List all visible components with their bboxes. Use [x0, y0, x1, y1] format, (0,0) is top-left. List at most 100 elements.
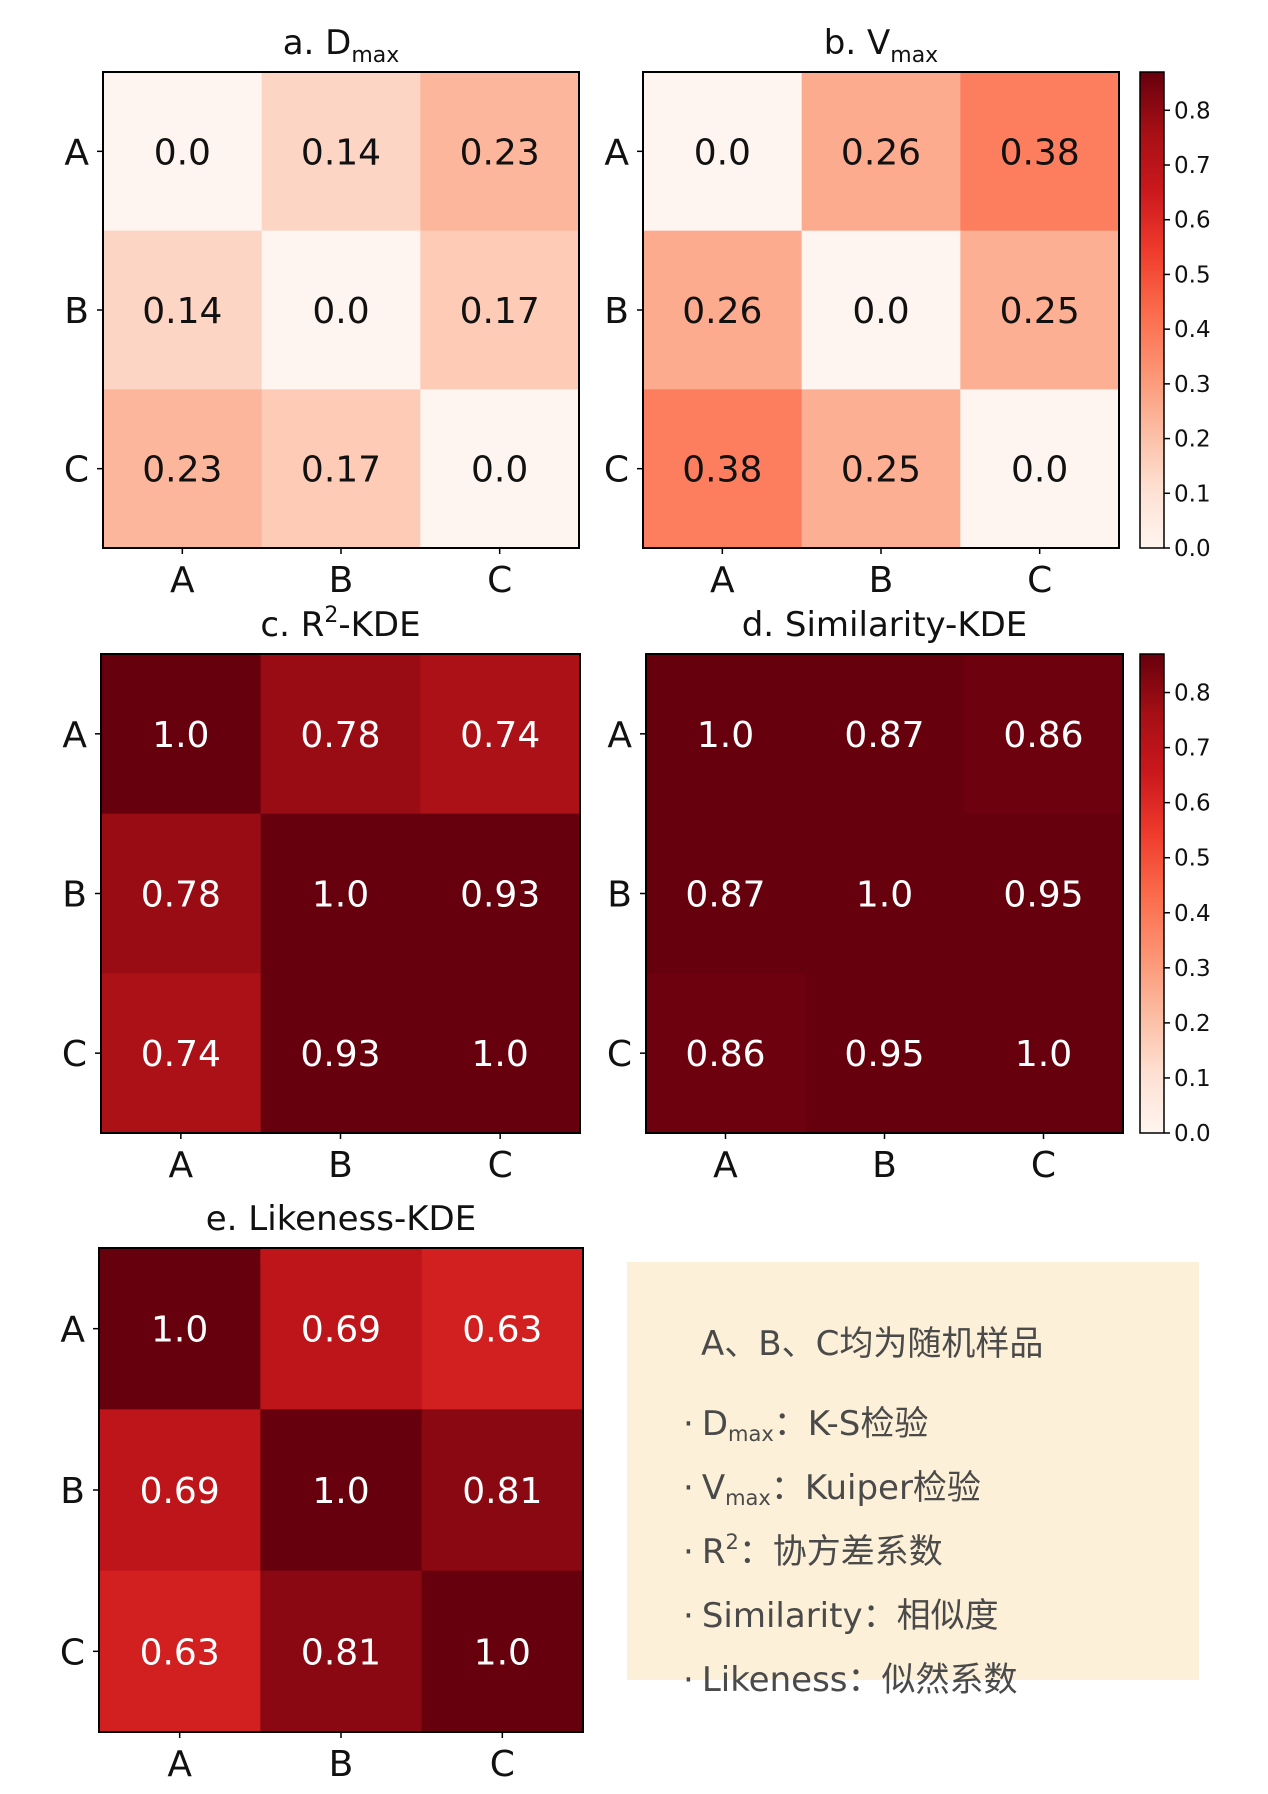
colorbar-tick-label: 0.3 [1174, 956, 1211, 982]
heatmap-cell-label: 0.38 [682, 450, 762, 491]
heatmap-cell [805, 813, 965, 974]
heatmap-cell [643, 389, 803, 549]
x-tick-label: A [167, 1744, 192, 1785]
heatmap-cell-label: 0.93 [300, 1034, 380, 1075]
heatmap-cell [960, 389, 1120, 549]
x-tick-label: B [329, 560, 354, 601]
heatmap-cell-label: 1.0 [152, 715, 209, 756]
colorbar-gradient [1139, 653, 1165, 1134]
heatmap-cell [643, 230, 803, 390]
heatmap-cell-label: 0.93 [460, 875, 540, 916]
x-tick-label: B [872, 1145, 897, 1186]
colorbar-tick-label: 0.0 [1174, 536, 1211, 562]
heatmap-cell-label: 1.0 [472, 1034, 529, 1075]
heatmap-cell-label: 0.95 [844, 1034, 924, 1075]
colorbar-tick-label: 0.5 [1174, 846, 1211, 872]
heatmap-cell [261, 72, 421, 232]
legend-item-similarity: · Similarity：相似度 [683, 1596, 999, 1636]
y-tick-label: B [60, 1471, 85, 1512]
heatmap-cell-label: 0.78 [141, 875, 221, 916]
heatmap-cell [101, 973, 262, 1134]
heatmap-cell [805, 973, 965, 1134]
chart-title: a. Dmax [283, 23, 400, 68]
heatmap-cell [805, 654, 965, 815]
colorbar-tick-label: 0.4 [1174, 901, 1211, 927]
y-tick-label: B [62, 875, 87, 916]
colorbar-tick-label: 0.8 [1174, 98, 1211, 124]
y-tick-label: C [60, 1632, 85, 1673]
x-tick-label: A [710, 560, 735, 601]
heatmap-cell [260, 813, 421, 974]
heatmap-cell [420, 389, 580, 549]
heatmap-cell [260, 1248, 423, 1410]
x-tick-label: A [169, 1145, 194, 1186]
heatmap-cell [964, 654, 1124, 815]
colorbar-gradient [1139, 71, 1165, 549]
legend-item-dmax: · Dmax：K-S检验 [683, 1404, 929, 1446]
heatmap-cell-label: 0.23 [460, 132, 540, 173]
heatmap-cell-label: 1.0 [1015, 1034, 1072, 1075]
heatmap-cell [420, 230, 580, 390]
heatmap-cell-label: 1.0 [312, 1471, 369, 1512]
chart-title: c. R2-KDE [260, 603, 420, 645]
heatmap-cell [103, 230, 263, 390]
legend-title: A、B、C均为随机样品 [701, 1324, 1044, 1364]
heatmap-cell-label: 0.81 [462, 1471, 542, 1512]
heatmap-panel-1: 0.0 0.14 0.23 0.14 0.0 0.17 0.23 0.17 0.0 A B C A B Ca… [64, 23, 580, 601]
heatmap-cell [646, 813, 806, 974]
colorbar-1: 0.0 0.1 0.2 0.3 0.4 0.5 0.6 0.7 0.8 [1139, 71, 1211, 562]
x-tick-label: C [1027, 560, 1052, 601]
y-tick-label: C [604, 450, 629, 491]
colorbar-tick-label: 0.2 [1174, 1011, 1211, 1037]
heatmap-cell [420, 973, 581, 1134]
heatmap-cell [801, 72, 961, 232]
colorbar-tick-label: 0.1 [1174, 1066, 1211, 1092]
heatmap-cell-label: 0.74 [460, 715, 540, 756]
x-tick-label: B [329, 1744, 354, 1785]
legend-box: A、B、C均为随机样品 · Dmax：K-S检验 · Vmax：Kuiper检验 ·… [627, 1262, 1199, 1700]
heatmap-cell [964, 813, 1124, 974]
heatmap-cell [801, 230, 961, 390]
heatmap-cell [260, 654, 421, 815]
x-tick-label: A [713, 1145, 738, 1186]
x-tick-label: B [869, 560, 894, 601]
x-tick-label: C [1031, 1145, 1056, 1186]
heatmap-panel-5: 1.0 0.69 0.63 0.69 1.0 0.81 0.63 0.81 1.0 A B C A B Ce… [60, 1199, 584, 1785]
chart-title: b. Vmax [824, 23, 938, 68]
x-tick-label: C [490, 1744, 515, 1785]
y-tick-label: A [64, 132, 89, 173]
heatmap-cell [964, 973, 1124, 1134]
heatmap-cell [801, 389, 961, 549]
colorbar-tick-label: 0.6 [1174, 791, 1211, 817]
heatmap-cell [99, 1248, 261, 1410]
legend-list: · Dmax：K-S检验 · Vmax：Kuiper检验 · R2：协方差系数 · Si… [683, 1392, 1018, 1712]
heatmap-cell-label: 0.0 [312, 291, 369, 332]
heatmap-cell-label: 0.17 [301, 450, 381, 491]
heatmap-cell-label: 0.81 [301, 1632, 381, 1673]
chart-title: d. Similarity-KDE [742, 605, 1028, 645]
heatmap-cell-label: 0.25 [1000, 291, 1080, 332]
heatmap-cell-label: 0.78 [300, 715, 380, 756]
heatmap-cell-label: 0.38 [1000, 132, 1080, 173]
heatmap-panel-2: 0.0 0.26 0.38 0.26 0.0 0.25 0.38 0.25 0.0 A B C A B Cb… [604, 23, 1120, 601]
heatmap-cell-label: 0.17 [460, 291, 540, 332]
heatmap-cell [421, 1570, 584, 1733]
y-tick-label: A [62, 715, 87, 756]
heatmap-cell [260, 973, 421, 1134]
heatmap-cell-label: 0.25 [841, 450, 921, 491]
x-tick-label: C [487, 560, 512, 601]
x-tick-label: A [170, 560, 195, 601]
heatmap-cell-label: 1.0 [856, 875, 913, 916]
y-tick-label: B [607, 875, 632, 916]
heatmap-cell-label: 0.63 [140, 1632, 220, 1673]
heatmap-cell [260, 1409, 423, 1572]
heatmap-cell [421, 1409, 584, 1572]
heatmap-cell [99, 1570, 261, 1733]
heatmap-cell-label: 0.86 [1003, 715, 1083, 756]
heatmap-cell-label: 0.0 [694, 132, 751, 173]
heatmap-cell-label: 1.0 [697, 715, 754, 756]
heatmap-cell-label: 0.0 [1011, 450, 1068, 491]
legend-item-likeness: · Likeness：似然系数 [683, 1660, 1018, 1700]
heatmap-cell [261, 389, 421, 549]
